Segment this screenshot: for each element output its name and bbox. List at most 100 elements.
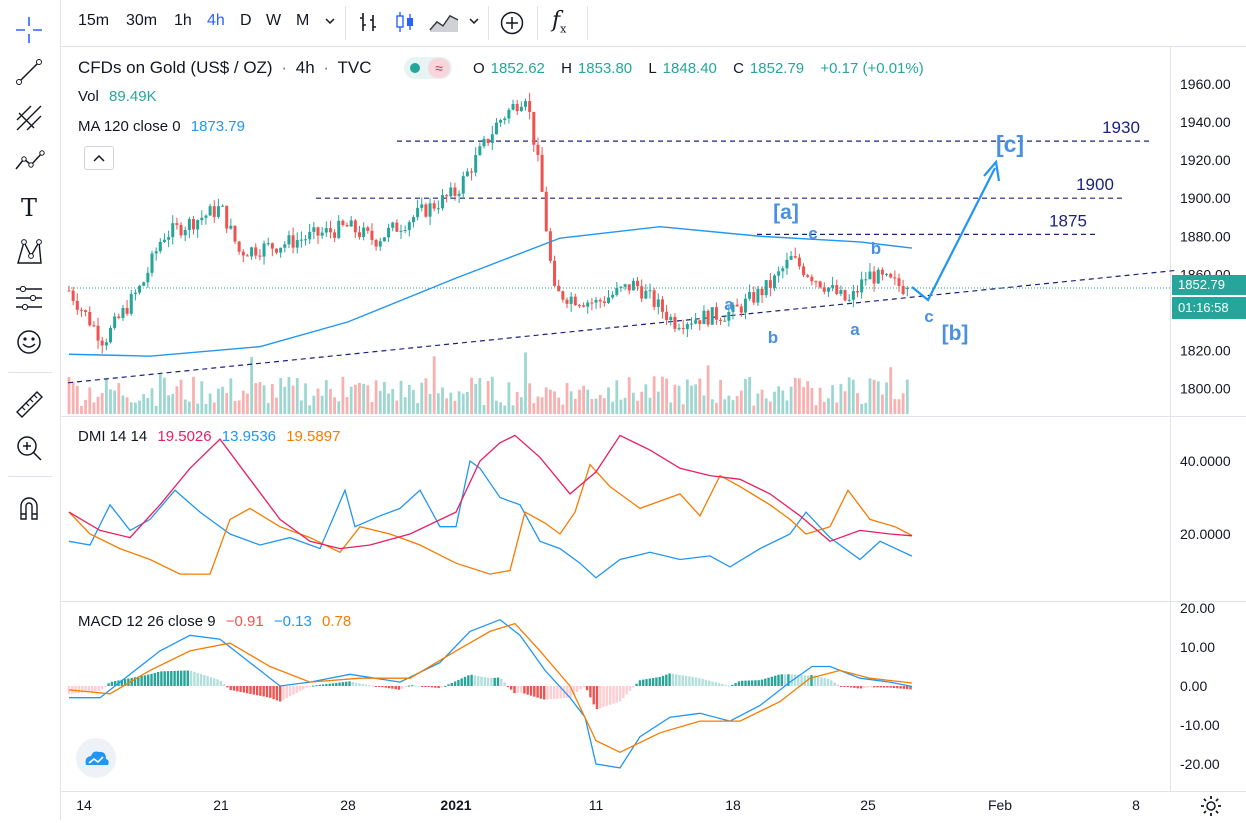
macd-histogram-bar — [853, 686, 856, 688]
measure-icon[interactable] — [10, 386, 48, 422]
volume-bar — [524, 352, 527, 414]
macd-legend[interactable]: MACD 12 26 close 9 −0.91 −0.13 0.78 — [78, 613, 351, 630]
macd-histogram-bar — [219, 680, 222, 686]
candle-body — [241, 251, 245, 256]
pane-separator[interactable] — [61, 601, 1246, 602]
volume-bar — [308, 405, 312, 414]
macd-histogram-bar — [236, 686, 239, 692]
area-style-icon[interactable] — [428, 10, 460, 39]
candle-body — [652, 290, 656, 307]
macd-histogram-bar — [566, 686, 569, 698]
volume-bar — [532, 403, 536, 414]
interval-d[interactable]: D — [240, 12, 252, 29]
candle-body — [453, 187, 457, 196]
volume-bar — [387, 393, 390, 414]
macd-histogram-bar — [605, 686, 609, 706]
candle-body — [752, 292, 756, 303]
macd-histogram-bar — [737, 681, 741, 686]
intervals-dropdown-icon[interactable] — [324, 12, 336, 37]
candle-body — [378, 241, 382, 247]
text-icon[interactable]: T — [20, 194, 37, 222]
market-status-badge[interactable]: ≈ — [404, 57, 452, 79]
candle-body — [461, 176, 465, 194]
macd-histogram-bar — [902, 686, 906, 689]
trend-line-icon[interactable] — [10, 54, 48, 90]
macd-histogram-bar — [549, 686, 552, 700]
macd-histogram-bar — [747, 680, 750, 686]
volume-bar — [100, 393, 104, 414]
volume-bar — [528, 383, 532, 414]
macd-histogram-bar — [430, 686, 434, 688]
volume-bar — [814, 405, 818, 414]
volume-bar — [312, 395, 316, 414]
candle-body — [436, 208, 440, 210]
interval-4h[interactable]: 4h — [207, 12, 225, 29]
volume-bar — [586, 389, 590, 414]
candle-body — [245, 255, 249, 257]
ruler-settings-icon[interactable] — [10, 280, 48, 316]
macd-histogram-bar — [170, 671, 173, 686]
candle-body — [727, 311, 731, 321]
pane-separator[interactable] — [61, 416, 1246, 417]
crosshair-icon[interactable] — [10, 12, 48, 48]
interval-1h[interactable]: 1h — [174, 12, 192, 29]
wave-label: b — [871, 239, 881, 258]
macd-histogram-bar — [133, 677, 137, 686]
interval-30m[interactable]: 30m — [126, 12, 158, 29]
dmi-legend[interactable]: DMI 14 14 19.5026 13.9536 19.5897 — [78, 428, 340, 445]
macd-line — [69, 618, 913, 769]
volume-bar — [768, 401, 772, 414]
zoom-in-icon[interactable] — [10, 430, 48, 466]
candle-body — [96, 325, 100, 341]
collapse-legend-button[interactable] — [84, 146, 114, 170]
add-indicator-icon[interactable] — [499, 10, 525, 41]
macd-histogram-bar — [358, 683, 361, 686]
magnet-icon[interactable] — [10, 490, 48, 526]
volume-bar — [324, 380, 328, 414]
smiley-icon[interactable] — [10, 324, 48, 360]
candle-style-icon[interactable] — [394, 10, 416, 39]
volume-bar — [466, 391, 469, 414]
macd-histogram-bar — [886, 686, 889, 688]
macd-histogram-bar — [569, 686, 572, 698]
volume-bar — [104, 378, 108, 414]
symbol-name: CFDs on Gold (US$ / OZ) — [78, 58, 273, 77]
ma-legend[interactable]: MA 120 close 0 1873.79 — [78, 118, 245, 135]
macd-histogram-bar — [470, 674, 473, 686]
macd-histogram-bar — [483, 677, 486, 686]
pitchfork-icon[interactable] — [10, 100, 48, 136]
settings-gear-icon[interactable] — [1199, 794, 1223, 818]
candle-body — [117, 316, 121, 318]
macd-histogram-bar — [444, 685, 447, 687]
volume-bar — [860, 403, 864, 414]
macd-histogram-bar — [173, 670, 176, 686]
macd-histogram-bar — [411, 685, 414, 687]
close-label: C — [733, 60, 744, 77]
macd-histogram-bar — [899, 686, 902, 689]
candle-body — [229, 225, 233, 229]
interval-w[interactable]: W — [266, 12, 282, 29]
tradingview-logo[interactable] — [76, 738, 116, 778]
volume-bar — [507, 382, 511, 414]
candle-body — [79, 309, 83, 311]
candle-body — [341, 220, 345, 226]
pattern-icon[interactable] — [10, 144, 48, 180]
interval-m[interactable]: M — [296, 12, 310, 29]
symbol-legend[interactable]: CFDs on Gold (US$ / OZ) · 4h · TVC — [78, 58, 372, 78]
fx-indicators-icon[interactable]: fx — [552, 8, 567, 36]
xabcd-icon[interactable] — [10, 234, 48, 270]
macd-histogram-bar — [684, 675, 688, 686]
macd-histogram-bar — [153, 672, 156, 686]
interval-15m[interactable]: 15m — [78, 12, 110, 29]
candle-body — [432, 203, 436, 209]
volume-bar — [208, 393, 212, 414]
volume-legend[interactable]: Vol 89.49K — [78, 88, 157, 105]
volume-bar — [499, 402, 502, 414]
time-tick-label: 25 — [860, 797, 876, 813]
macd-histogram-bar — [203, 675, 206, 686]
macd-histogram-bar — [427, 686, 430, 688]
macd-histogram-bar — [354, 682, 358, 686]
bar-style-icon[interactable] — [358, 10, 380, 39]
chart-type-dropdown-icon[interactable] — [468, 12, 480, 37]
candle-body — [212, 206, 216, 217]
